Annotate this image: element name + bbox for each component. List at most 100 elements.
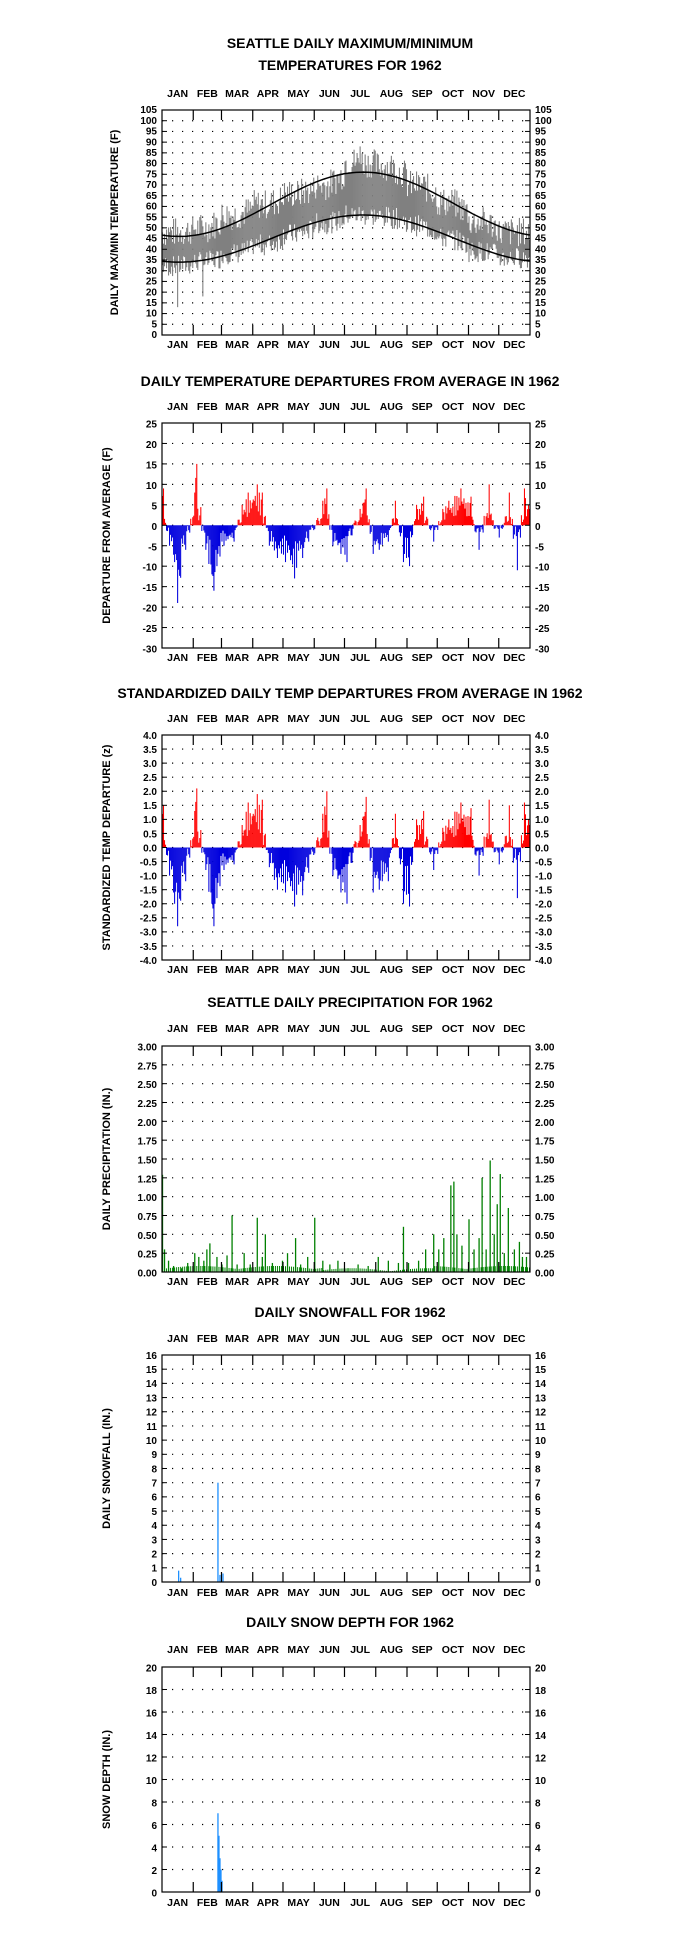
y-tick-label-right: 18: [535, 1686, 547, 1697]
month-label-top: DEC: [503, 713, 526, 725]
month-label-bottom: DEC: [503, 1276, 526, 1288]
data-marks: [161, 788, 531, 927]
y-tick-label-right: 15: [535, 460, 547, 471]
month-label-bottom: OCT: [442, 964, 465, 976]
y-tick-label-left: 13: [146, 1393, 158, 1404]
y-axis-label: DAILY SNOWFALL (IN.): [101, 1408, 113, 1529]
y-tick-label-left: -4.0: [140, 956, 158, 967]
month-label-top: NOV: [472, 401, 495, 413]
y-tick-label-right: 0.00: [535, 1269, 555, 1280]
y-axis-label: SNOW DEPTH (IN.): [101, 1730, 113, 1829]
normal-max-line: [162, 171, 530, 238]
y-tick-label-left: 4.0: [143, 731, 157, 742]
y-tick-label-right: -3.5: [535, 942, 553, 953]
y-axis-label: STANDARDIZED TEMP DEPARTURE (z): [101, 744, 113, 950]
month-label-bottom: OCT: [442, 1276, 465, 1288]
y-tick-label-left: 20: [146, 440, 158, 451]
month-label-bottom: JAN: [167, 1276, 188, 1288]
month-label-bottom: JUN: [319, 1587, 340, 1599]
y-tick-label-left: 65: [146, 191, 158, 202]
y-tick-label-left: 0: [151, 330, 157, 341]
y-tick-label-left: 8: [151, 1799, 157, 1810]
y-tick-label-left: -15: [143, 583, 158, 594]
month-label-top: MAR: [225, 401, 249, 413]
y-tick-label-left: 0.5: [143, 829, 157, 840]
y-tick-label-left: 15: [146, 1365, 158, 1376]
month-label-bottom: AUG: [380, 1897, 403, 1909]
y-tick-label-right: 6: [535, 1493, 541, 1504]
month-label-bottom: AUG: [380, 964, 403, 976]
y-tick-label-left: 10: [146, 1436, 158, 1447]
y-tick-label-left: 5: [151, 501, 157, 512]
y-tick-label-left: -3.5: [140, 942, 158, 953]
y-tick-label-right: 20: [535, 440, 547, 451]
y-tick-label-right: -2.0: [535, 900, 553, 911]
month-label-bottom: MAR: [225, 1897, 249, 1909]
month-label-bottom: MAY: [287, 1276, 309, 1288]
month-label-top: AUG: [380, 1333, 403, 1345]
y-tick-label-left: -25: [143, 624, 158, 635]
month-label-bottom: FEB: [197, 652, 218, 664]
plot-frame: [161, 1045, 531, 1273]
month-label-top: NOV: [472, 1023, 495, 1035]
y-tick-label-right: 10: [535, 481, 547, 492]
month-label-top: SEP: [412, 713, 433, 725]
y-tick-label-left: 2.50: [138, 1080, 158, 1091]
y-tick-label-right: 85: [535, 148, 547, 159]
y-tick-label-right: 3: [535, 1535, 541, 1546]
y-tick-label-right: 6: [535, 1821, 541, 1832]
chart-3: STANDARDIZED DAILY TEMP DEPARTURES FROM …: [101, 685, 583, 976]
month-label-bottom: JUL: [350, 1897, 370, 1909]
month-label-top: MAR: [225, 713, 249, 725]
grid: [162, 1688, 530, 1871]
y-tick-label-left: 12: [146, 1408, 158, 1419]
y-tick-label-right: 0: [535, 1578, 541, 1589]
month-label-bottom: NOV: [472, 964, 495, 976]
y-tick-label-right: 40: [535, 244, 547, 255]
month-label-bottom: AUG: [380, 339, 403, 351]
month-label-bottom: APR: [257, 1587, 280, 1599]
chart-2: DAILY TEMPERATURE DEPARTURES FROM AVERAG…: [101, 373, 560, 664]
y-tick-label-left: 20: [146, 287, 158, 298]
y-tick-label-right: 65: [535, 191, 547, 202]
y-tick-label-left: 30: [146, 266, 158, 277]
month-label-top: OCT: [442, 1333, 465, 1345]
y-tick-label-left: 35: [146, 255, 158, 266]
month-label-top: SEP: [412, 1333, 433, 1345]
month-label-bottom: FEB: [197, 1897, 218, 1909]
y-tick-label-left: 25: [146, 420, 158, 431]
month-label-bottom: MAY: [287, 1897, 309, 1909]
month-label-top: MAR: [225, 1333, 249, 1345]
y-tick-label-left: 2.5: [143, 773, 157, 784]
month-label-bottom: FEB: [197, 339, 218, 351]
month-label-top: APR: [257, 1644, 280, 1656]
plot-frame: [161, 1354, 531, 1583]
month-label-bottom: SEP: [412, 339, 433, 351]
y-tick-label-right: 75: [535, 169, 547, 180]
month-label-bottom: OCT: [442, 339, 465, 351]
y-tick-label-left: 1.0: [143, 815, 157, 826]
y-tick-label-right: 8: [535, 1799, 541, 1810]
month-label-bottom: MAR: [225, 1276, 249, 1288]
y-tick-label-left: 15: [146, 298, 158, 309]
y-tick-label-right: 25: [535, 277, 547, 288]
month-label-top: SEP: [412, 88, 433, 100]
y-tick-label-left: 70: [146, 180, 158, 191]
y-tick-label-right: 1.75: [535, 1137, 555, 1148]
month-label-bottom: FEB: [197, 1276, 218, 1288]
y-tick-label-right: 2.50: [535, 1080, 555, 1091]
month-label-bottom: OCT: [442, 1897, 465, 1909]
y-tick-label-left: 9: [151, 1450, 157, 1461]
month-label-top: FEB: [197, 88, 218, 100]
y-tick-label-right: 12: [535, 1754, 547, 1765]
y-tick-label-right: 14: [535, 1379, 547, 1390]
y-tick-label-right: 1.25: [535, 1174, 555, 1185]
y-tick-label-right: 2: [535, 1866, 541, 1877]
month-label-bottom: JUL: [350, 1587, 370, 1599]
month-label-bottom: JAN: [167, 1897, 188, 1909]
month-label-bottom: DEC: [503, 1897, 526, 1909]
month-label-top: FEB: [197, 401, 218, 413]
y-tick-label-right: 0: [535, 1889, 541, 1900]
y-tick-label-left: 10: [146, 1776, 158, 1787]
